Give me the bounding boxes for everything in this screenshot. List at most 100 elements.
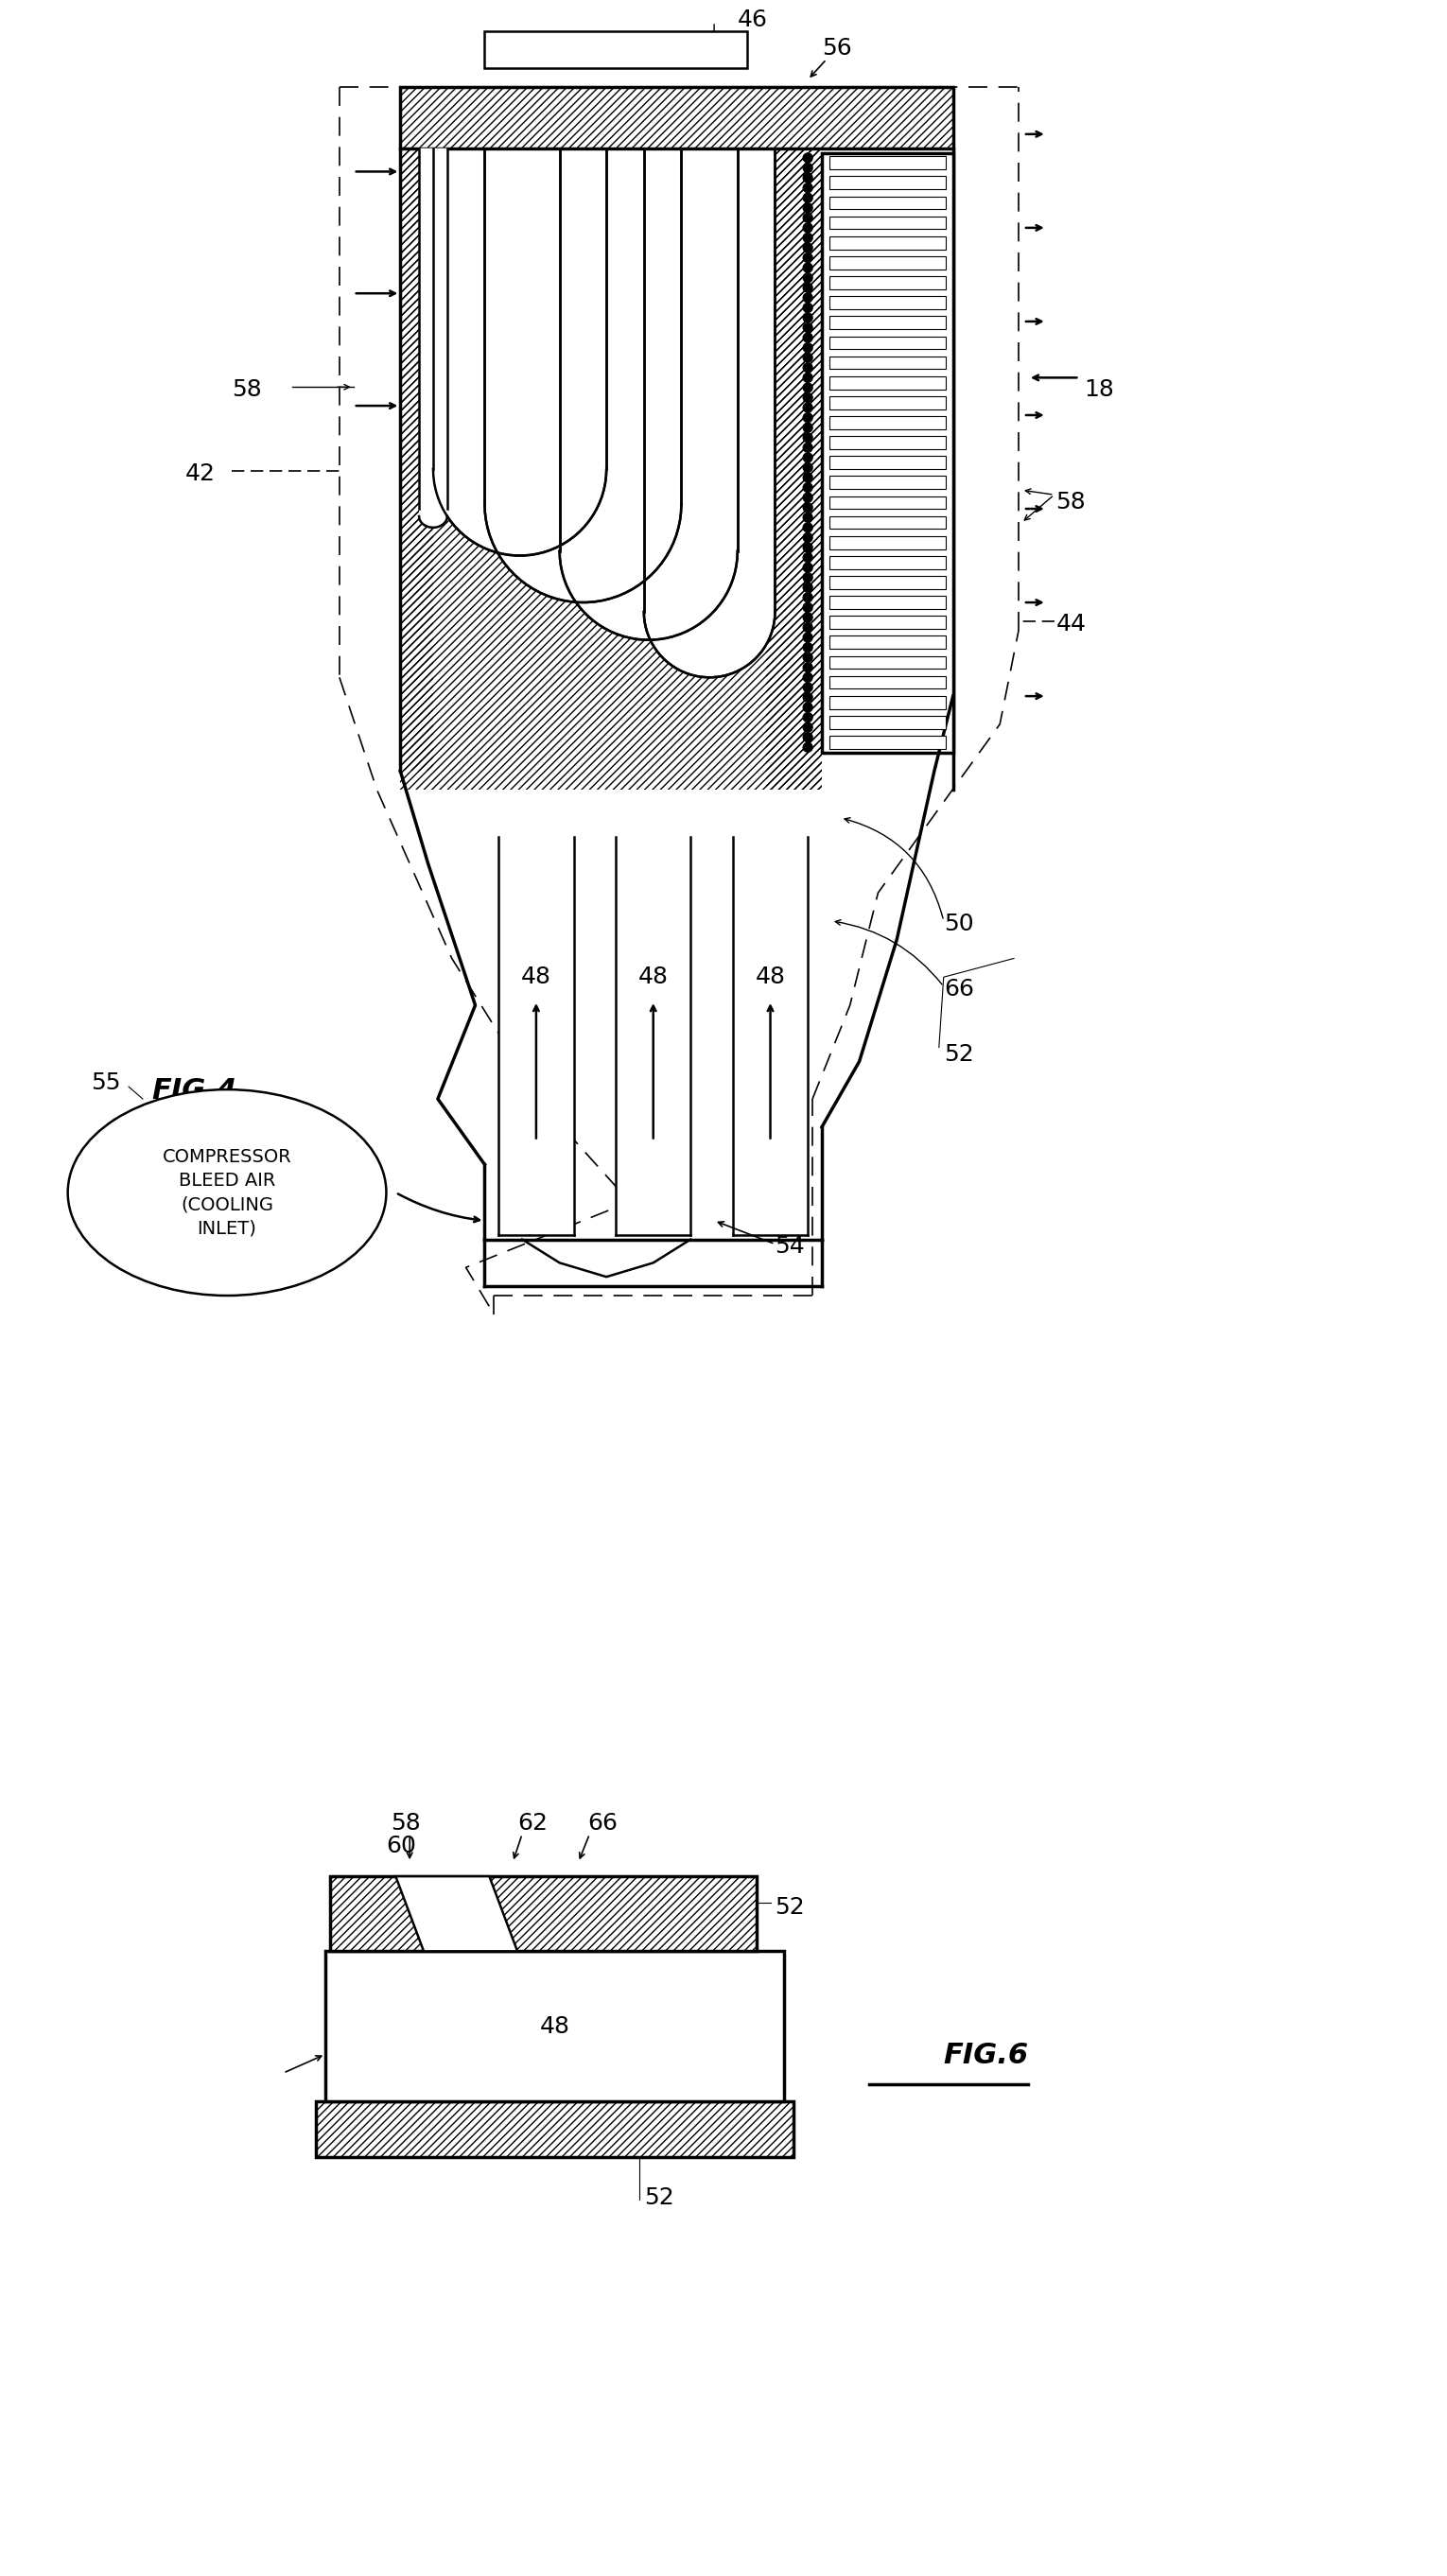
Circle shape <box>803 294 812 301</box>
Circle shape <box>803 742 812 752</box>
Bar <box>829 175 945 188</box>
Bar <box>401 149 822 791</box>
Bar <box>829 276 945 289</box>
Bar <box>765 149 822 791</box>
Bar <box>829 657 945 670</box>
Text: 58: 58 <box>391 1811 421 1834</box>
Circle shape <box>803 582 812 592</box>
Circle shape <box>803 554 812 562</box>
Circle shape <box>803 672 812 683</box>
Text: 58: 58 <box>232 379 262 402</box>
Text: 56: 56 <box>822 36 852 59</box>
Bar <box>485 31 747 70</box>
Text: 66: 66 <box>587 1811 618 1834</box>
Circle shape <box>803 703 812 711</box>
Circle shape <box>803 273 812 283</box>
Circle shape <box>803 252 812 263</box>
Bar <box>829 196 945 209</box>
Bar <box>829 536 945 549</box>
Circle shape <box>803 193 812 204</box>
Circle shape <box>803 204 812 211</box>
Circle shape <box>803 374 812 381</box>
Circle shape <box>803 232 812 242</box>
Circle shape <box>803 353 812 363</box>
Bar <box>829 216 945 229</box>
Circle shape <box>803 683 812 693</box>
Text: 62: 62 <box>518 1811 547 1834</box>
Text: 66: 66 <box>943 979 974 999</box>
Circle shape <box>803 304 812 312</box>
Text: 52: 52 <box>776 1896 805 1919</box>
Text: 44: 44 <box>1056 613 1087 636</box>
Bar <box>499 837 573 1234</box>
Bar <box>829 497 945 510</box>
Circle shape <box>803 412 812 422</box>
Circle shape <box>803 513 812 523</box>
Text: 54: 54 <box>776 1236 805 1257</box>
Bar <box>829 595 945 608</box>
Circle shape <box>803 162 812 173</box>
Bar <box>829 675 945 688</box>
Text: 42: 42 <box>185 464 216 484</box>
Text: FIG.6: FIG.6 <box>943 2043 1029 2069</box>
Polygon shape <box>433 149 606 556</box>
Bar <box>315 2102 794 2156</box>
Text: COMPRESSOR
BLEED AIR
(COOLING
INLET): COMPRESSOR BLEED AIR (COOLING INLET) <box>162 1149 292 1236</box>
Circle shape <box>803 242 812 252</box>
Circle shape <box>803 523 812 533</box>
Circle shape <box>803 263 812 273</box>
Text: 18: 18 <box>1084 379 1114 402</box>
Circle shape <box>803 173 812 183</box>
Text: 48: 48 <box>540 2014 570 2038</box>
Bar <box>829 696 945 708</box>
Circle shape <box>803 394 812 402</box>
Bar <box>829 636 945 649</box>
Circle shape <box>803 152 812 162</box>
Circle shape <box>803 474 812 482</box>
Bar <box>829 317 945 330</box>
Text: 55: 55 <box>91 1072 122 1095</box>
Bar <box>315 2102 794 2156</box>
Bar <box>829 456 945 469</box>
Polygon shape <box>420 149 447 528</box>
Bar <box>401 88 954 149</box>
Text: 60: 60 <box>386 1834 417 1857</box>
Text: 52: 52 <box>943 1043 974 1066</box>
Circle shape <box>803 443 812 453</box>
Bar <box>829 577 945 590</box>
Bar <box>829 157 945 170</box>
Circle shape <box>803 613 812 623</box>
Polygon shape <box>485 149 682 603</box>
Circle shape <box>803 623 812 631</box>
Circle shape <box>803 422 812 433</box>
Circle shape <box>803 592 812 603</box>
Circle shape <box>803 732 812 742</box>
Bar <box>829 716 945 729</box>
Circle shape <box>803 402 812 412</box>
Bar <box>616 837 690 1234</box>
Bar <box>829 337 945 350</box>
Circle shape <box>803 562 812 572</box>
Bar <box>401 149 433 770</box>
Bar <box>829 737 945 750</box>
Circle shape <box>803 714 812 721</box>
Circle shape <box>803 533 812 541</box>
Circle shape <box>803 343 812 353</box>
Circle shape <box>803 384 812 392</box>
Bar <box>829 237 945 250</box>
Polygon shape <box>395 1875 518 1950</box>
Circle shape <box>803 283 812 294</box>
Circle shape <box>803 502 812 513</box>
Text: FIG.4: FIG.4 <box>152 1077 237 1105</box>
Circle shape <box>803 662 812 672</box>
Circle shape <box>803 652 812 662</box>
Circle shape <box>803 724 812 732</box>
Bar <box>829 477 945 489</box>
Circle shape <box>803 644 812 652</box>
Bar <box>330 1875 757 1950</box>
Circle shape <box>803 544 812 551</box>
Polygon shape <box>644 149 776 677</box>
Circle shape <box>803 482 812 492</box>
Bar <box>829 435 945 448</box>
Bar <box>829 255 945 270</box>
